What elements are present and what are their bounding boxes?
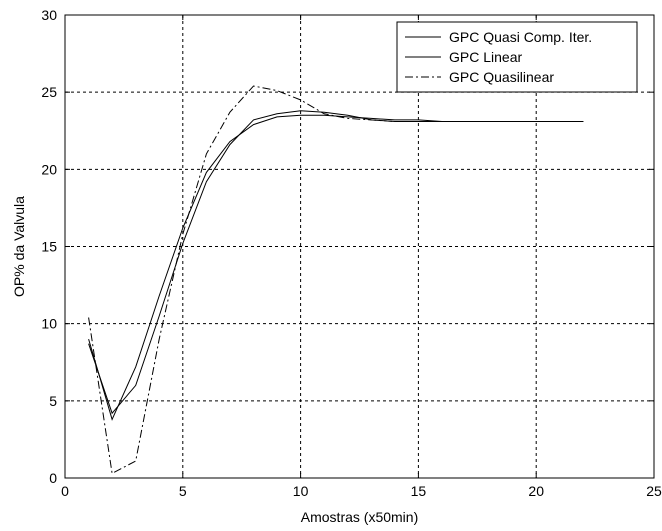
legend-label-gpc-quasilinear: GPC Quasilinear: [449, 69, 554, 85]
x-tick-label-20: 20: [528, 483, 544, 499]
legend: GPC Quasi Comp. Iter. GPC Linear GPC Qua…: [396, 21, 638, 93]
x-tick-label-5: 5: [179, 483, 187, 499]
legend-label-gpc-quasi-comp-iter: GPC Quasi Comp. Iter.: [449, 29, 592, 45]
legend-label-gpc-linear: GPC Linear: [449, 49, 522, 65]
y-tick-label-10: 10: [41, 316, 57, 332]
y-tick-label-5: 5: [49, 393, 57, 409]
y-tick-label-25: 25: [41, 84, 57, 100]
y-tick-label-15: 15: [41, 239, 57, 255]
x-tick-label-0: 0: [61, 483, 69, 499]
y-axis-title: OP% da Valvula: [11, 196, 27, 297]
x-tick-label-10: 10: [293, 483, 309, 499]
x-tick-label-15: 15: [411, 483, 427, 499]
series-line-gpc-quasilinear: [88, 85, 584, 475]
series-lines: [88, 85, 584, 475]
y-tick-label-0: 0: [49, 470, 57, 486]
x-axis-title: Amostras (x50min): [301, 509, 418, 525]
x-tick-label-25: 25: [646, 483, 662, 499]
y-tick-label-20: 20: [41, 161, 57, 177]
y-tick-label-30: 30: [41, 7, 57, 23]
axis-ticks: 0 5 10 15 20 25 0 5 10 15 20 25 30: [41, 7, 662, 499]
